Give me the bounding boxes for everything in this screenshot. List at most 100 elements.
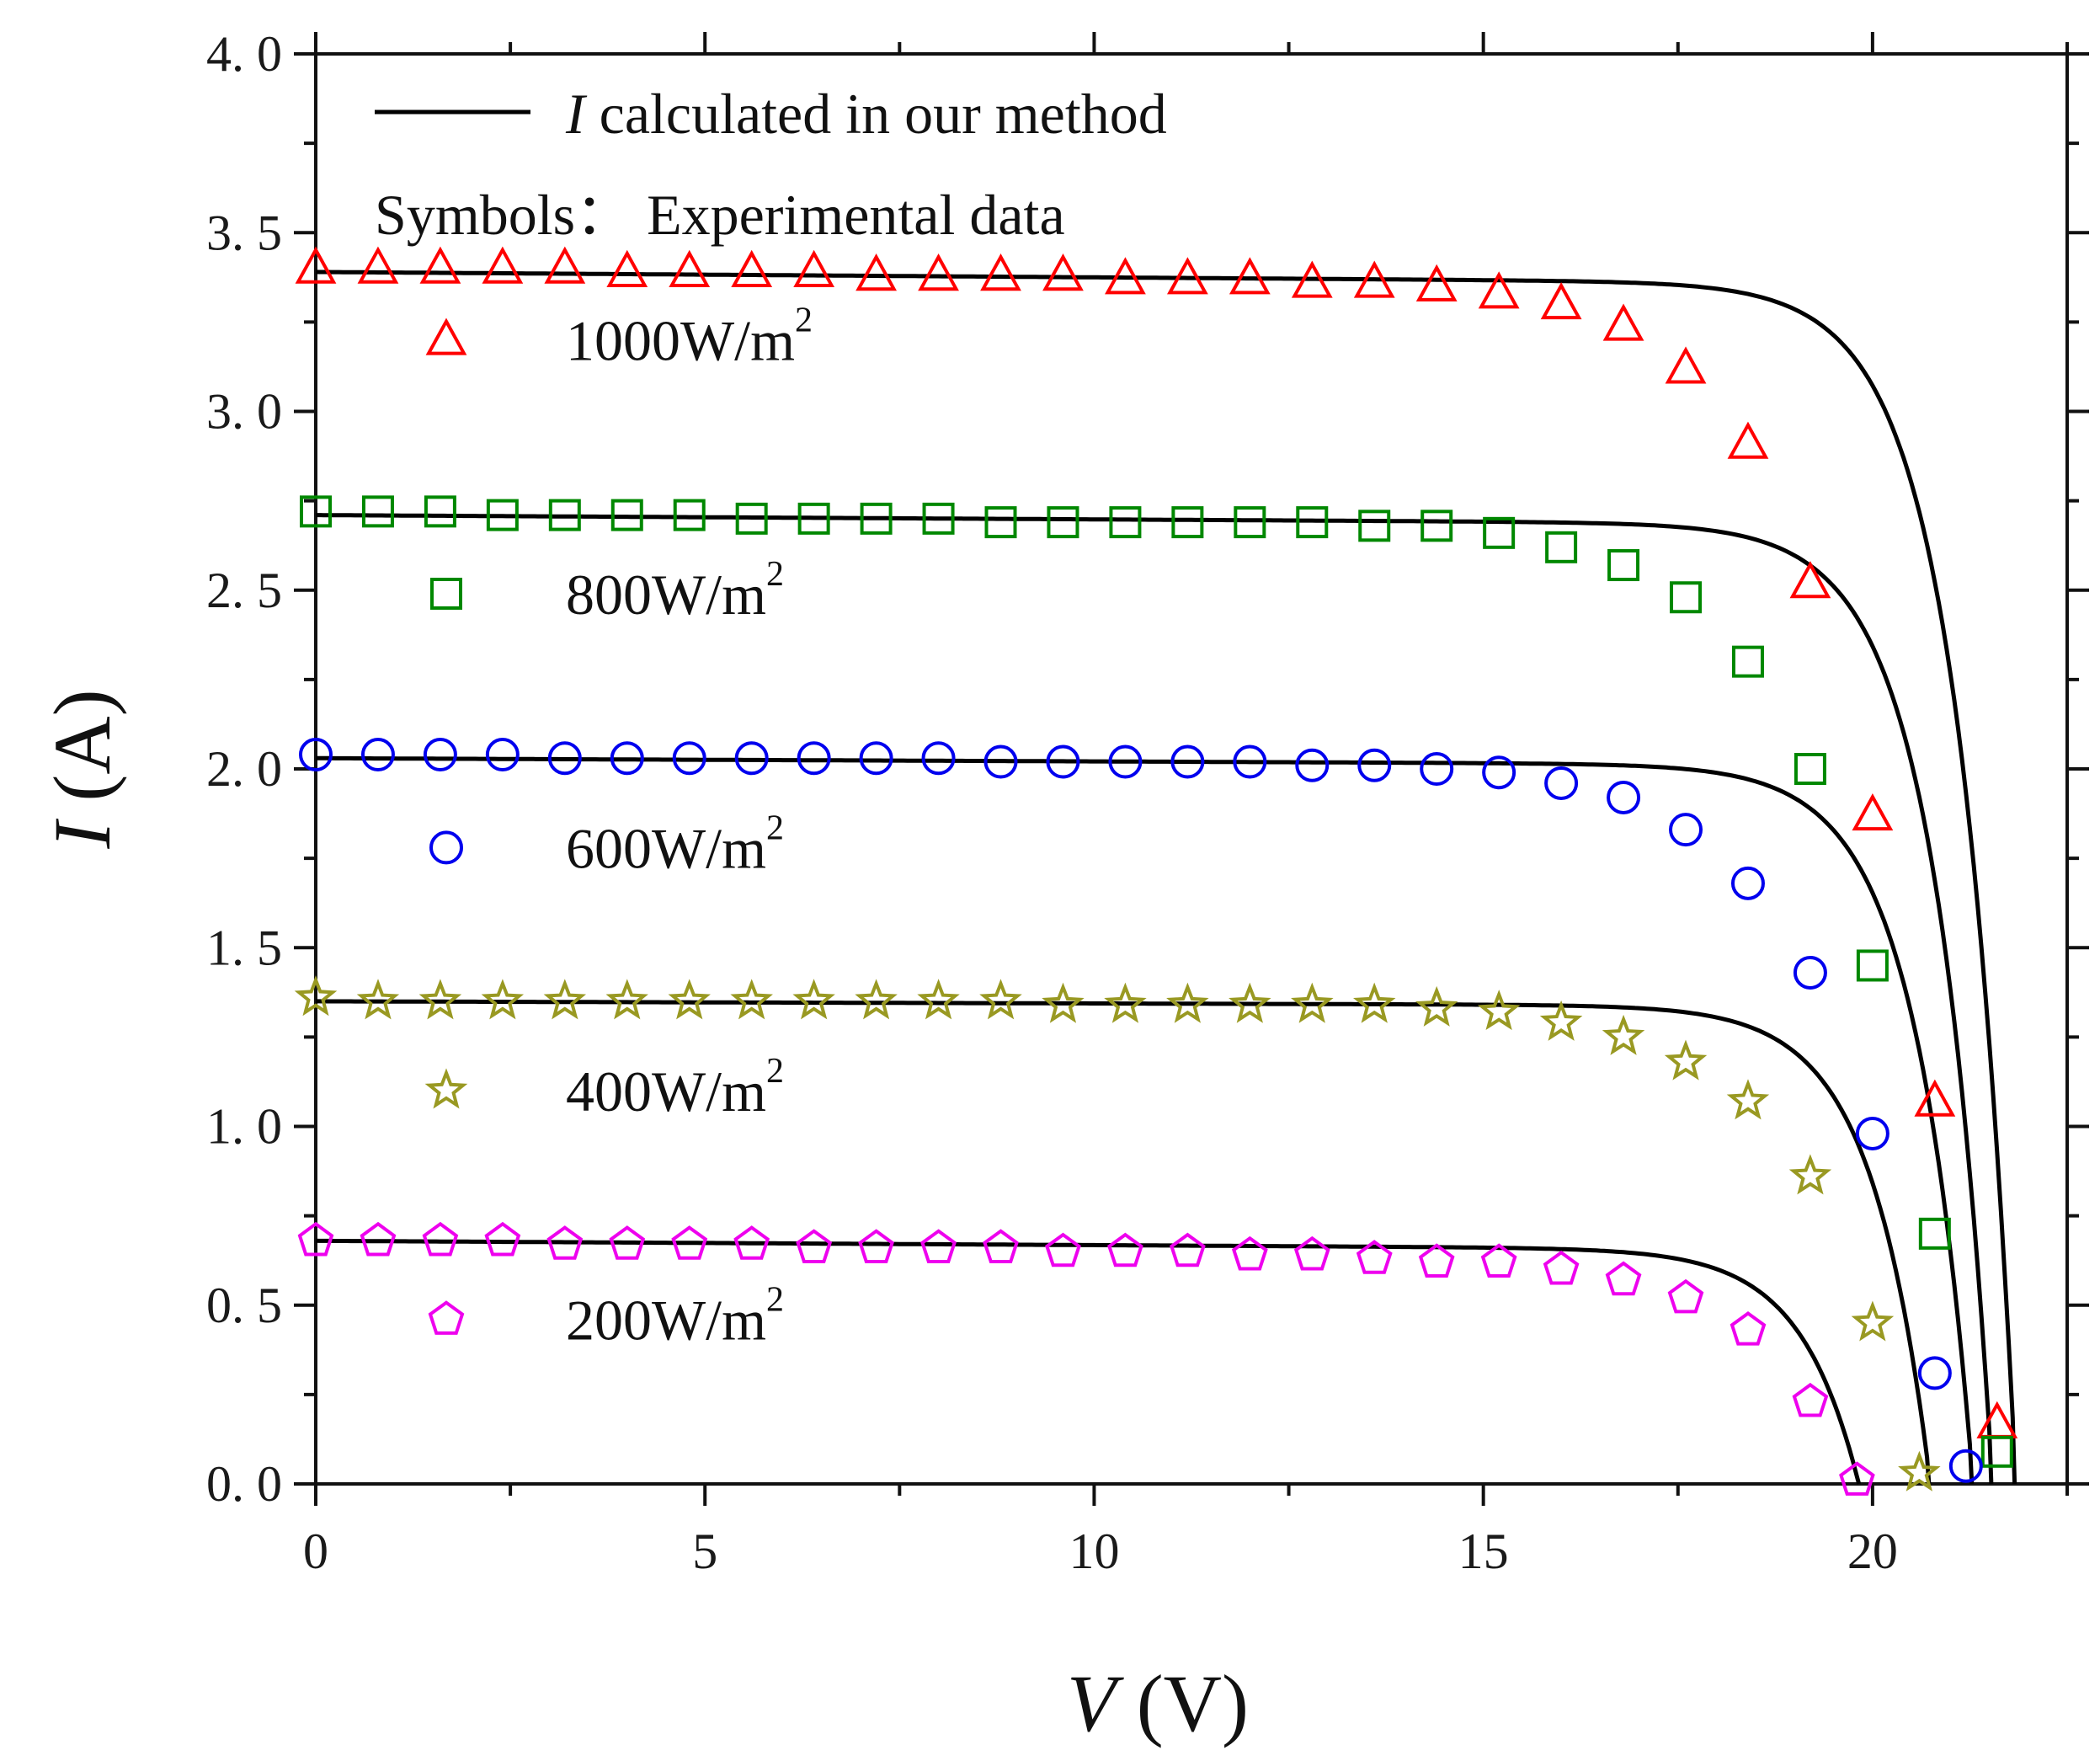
- experimental-markers: [294, 246, 2018, 1496]
- data-point-800: [1109, 506, 1142, 539]
- data-point-400: [1229, 982, 1271, 1023]
- data-point-200: [796, 1229, 833, 1263]
- data-point-800: [424, 495, 456, 528]
- data-point-200: [1293, 1235, 1330, 1271]
- model-line-400: [316, 999, 1932, 1485]
- data-point-200: [1730, 1311, 1767, 1346]
- data-point-800: [1918, 1217, 1951, 1250]
- data-point-400: [1166, 982, 1209, 1023]
- data-point-1000: [482, 246, 524, 284]
- data-point-800: [610, 499, 643, 531]
- data-point-1000: [793, 249, 835, 287]
- model-line-800: [316, 513, 1994, 1485]
- data-point-800: [860, 502, 893, 535]
- data-point-1000: [1291, 260, 1333, 298]
- data-point-600: [1855, 1116, 1889, 1150]
- legend-marker-600: [429, 830, 463, 865]
- data-point-800: [1171, 506, 1204, 539]
- data-point-1000: [1166, 257, 1208, 295]
- data-point-200: [297, 1221, 334, 1257]
- legend-label-400: 400W/m2: [566, 1052, 784, 1123]
- y-axis-label-italic: I: [37, 819, 127, 850]
- data-point-600: [1295, 748, 1330, 782]
- data-point-600: [1108, 744, 1143, 779]
- y-tick-label: 0. 0: [206, 1456, 282, 1512]
- data-point-200: [1107, 1232, 1143, 1267]
- legend-label-sup: 2: [766, 1052, 784, 1091]
- data-point-1000: [1478, 271, 1520, 309]
- data-point-800: [1483, 516, 1516, 549]
- data-point-400: [1104, 982, 1147, 1023]
- data-point-1000: [1042, 253, 1084, 291]
- data-point-1000: [1665, 346, 1707, 384]
- y-tick-label: 3. 5: [206, 205, 282, 260]
- data-point-800: [797, 502, 830, 535]
- data-point-400: [1477, 990, 1521, 1031]
- legend-symbols-note: Symbols： Experimental data: [375, 183, 1065, 247]
- model-line-600: [316, 755, 1975, 1485]
- data-point-400: [917, 979, 960, 1020]
- data-point-1000: [855, 253, 897, 291]
- data-point-800: [361, 495, 394, 528]
- x-axis-label-italic: V: [1067, 1658, 1124, 1748]
- data-point-200: [422, 1221, 459, 1257]
- data-point-600: [360, 738, 395, 772]
- data-point-1000: [1540, 282, 1582, 320]
- y-axis-label-rest: (A): [37, 689, 127, 821]
- data-point-200: [983, 1229, 1019, 1263]
- data-point-800: [1545, 531, 1578, 563]
- legend-label-text: 800W/m: [566, 563, 766, 627]
- x-axis-label-rest: (V): [1117, 1658, 1249, 1748]
- legend-line-label: I calculated in our method: [565, 82, 1167, 146]
- data-point-600: [1607, 780, 1641, 814]
- legend-label-sup: 2: [766, 555, 784, 594]
- data-point-1000: [1976, 1401, 2018, 1438]
- data-point-800: [1607, 549, 1640, 582]
- data-point-1000: [731, 249, 773, 287]
- data-point-1000: [1789, 561, 1831, 599]
- data-point-800: [1234, 506, 1266, 539]
- data-point-400: [481, 979, 525, 1020]
- data-point-200: [671, 1225, 708, 1260]
- data-point-400: [1898, 1450, 1941, 1492]
- data-point-400: [1291, 982, 1334, 1023]
- data-point-200: [1231, 1235, 1268, 1271]
- data-point-1000: [1727, 421, 1769, 459]
- data-point-1000: [544, 246, 586, 284]
- data-point-600: [734, 741, 769, 776]
- data-point-600: [797, 741, 831, 776]
- data-point-800: [673, 499, 706, 531]
- data-point-200: [1170, 1232, 1206, 1267]
- data-point-600: [610, 741, 644, 776]
- data-point-800: [1731, 645, 1764, 678]
- data-point-600: [921, 741, 956, 776]
- data-point-1000: [669, 249, 711, 287]
- data-point-400: [1664, 1039, 1708, 1081]
- data-point-800: [922, 502, 955, 535]
- y-tick-label: 4. 0: [206, 26, 282, 82]
- model-line-1000: [315, 269, 2017, 1485]
- data-point-600: [1730, 866, 1765, 900]
- data-point-800: [1358, 510, 1391, 542]
- data-point-200: [1543, 1250, 1580, 1285]
- y-tick-label: 2. 5: [206, 563, 282, 618]
- data-point-800: [548, 499, 581, 531]
- data-point-600: [299, 738, 333, 772]
- data-point-400: [418, 979, 462, 1020]
- data-point-400: [1539, 1000, 1583, 1041]
- data-point-400: [543, 979, 587, 1020]
- data-point-200: [858, 1229, 894, 1263]
- data-point-800: [300, 495, 332, 528]
- legend-label-text: 400W/m: [566, 1059, 766, 1123]
- y-tick-label: 1. 0: [206, 1099, 282, 1155]
- data-point-600: [1917, 1356, 1952, 1390]
- data-point-200: [1418, 1243, 1455, 1278]
- legend-marker-200: [428, 1300, 465, 1335]
- legend-marker-400: [424, 1068, 468, 1109]
- legend-label-600: 600W/m2: [566, 808, 784, 880]
- legend-label-text: 1000W/m: [566, 309, 795, 373]
- data-point-600: [1793, 955, 1827, 990]
- data-point-400: [792, 979, 835, 1020]
